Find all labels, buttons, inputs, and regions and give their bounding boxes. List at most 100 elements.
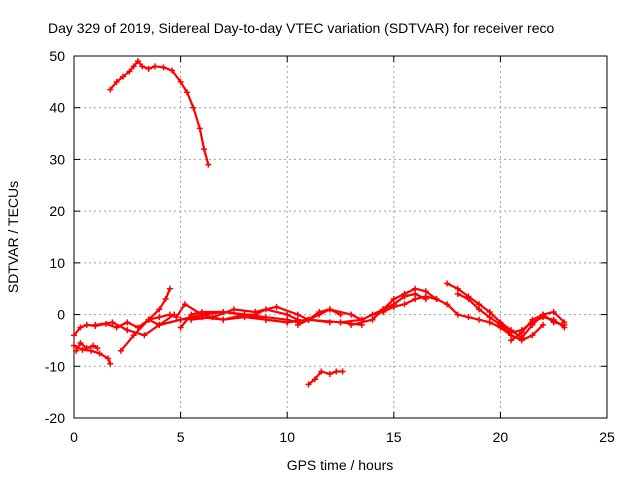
data-point: [156, 321, 163, 328]
y-tick-label: 30: [49, 151, 65, 167]
x-tick-label: 15: [386, 429, 402, 445]
data-point: [333, 368, 340, 375]
data-point: [412, 285, 419, 292]
data-point: [518, 334, 525, 341]
series-arc-13: [307, 370, 344, 386]
grid-lines: [74, 56, 607, 418]
y-tick-label: 20: [49, 203, 65, 219]
data-point: [107, 360, 114, 367]
data-point: [141, 332, 148, 339]
data-point: [390, 296, 397, 303]
data-point: [476, 316, 483, 323]
data-point: [412, 290, 419, 297]
data-point: [92, 321, 99, 328]
data-point: [284, 316, 291, 323]
data-point: [198, 311, 205, 318]
data-point: [550, 308, 557, 315]
data-point: [139, 63, 146, 70]
data-point: [120, 73, 127, 80]
chart-title: Day 329 of 2019, Sidereal Day-to-day VTE…: [48, 20, 554, 36]
data-point: [284, 311, 291, 318]
data-point: [401, 301, 408, 308]
data-point: [73, 347, 80, 354]
data-point: [117, 347, 124, 354]
data-point: [183, 89, 190, 96]
data-point: [380, 308, 387, 315]
data-point: [486, 319, 493, 326]
data-point: [339, 368, 346, 375]
x-tick-label: 20: [493, 429, 509, 445]
data-point: [348, 311, 355, 318]
y-tick-label: 50: [49, 48, 65, 64]
data-point: [326, 371, 333, 378]
data-point: [422, 293, 429, 300]
x-axis-label: GPS time / hours: [287, 457, 394, 473]
axis-ticks: 0 5 10 15 20 25 -20 -10 0 10 20 30 40 50: [45, 48, 615, 445]
data-point: [96, 350, 103, 357]
data-point: [497, 321, 504, 328]
data-point: [337, 319, 344, 326]
data-point: [465, 296, 472, 303]
y-tick-label: 40: [49, 100, 65, 116]
y-tick-label: 10: [49, 255, 65, 271]
data-point: [126, 68, 133, 75]
data-point: [444, 301, 451, 308]
data-point: [220, 316, 227, 323]
data-point: [156, 314, 163, 321]
data-point: [273, 303, 280, 310]
data-point: [230, 306, 237, 313]
data-point: [152, 63, 159, 70]
data-point: [177, 78, 184, 85]
data-point: [241, 311, 248, 318]
x-tick-label: 25: [599, 429, 615, 445]
data-point: [318, 368, 325, 375]
data-point: [109, 319, 116, 326]
data-point: [190, 104, 197, 111]
data-point: [173, 314, 180, 321]
data-point: [145, 65, 152, 72]
data-point: [508, 337, 515, 344]
data-point: [83, 321, 90, 328]
data-point: [540, 311, 547, 318]
data-point: [390, 303, 397, 310]
data-point: [412, 296, 419, 303]
data-point: [71, 332, 77, 339]
data-point: [561, 321, 568, 328]
data-point: [294, 311, 301, 318]
data-point: [169, 67, 176, 74]
data-point: [508, 329, 515, 336]
data-point: [145, 316, 152, 323]
data-point: [177, 316, 184, 323]
data-point: [486, 308, 493, 315]
data-point: [77, 340, 84, 347]
data-point: [476, 301, 483, 308]
data-point: [518, 329, 525, 336]
data-point: [465, 314, 472, 321]
data-point: [252, 308, 259, 315]
data-point: [550, 319, 557, 326]
data-point: [188, 316, 195, 323]
data-point: [369, 311, 376, 318]
x-tick-label: 5: [177, 429, 185, 445]
data-point: [113, 78, 120, 85]
data-point: [134, 58, 141, 65]
y-tick-label: -20: [45, 410, 65, 426]
data-point: [90, 342, 97, 349]
data-point: [177, 324, 184, 331]
y-axis-label: SDTVAR / TECUs: [5, 181, 21, 293]
y-tick-label: 0: [57, 307, 65, 323]
data-point: [337, 311, 344, 318]
series-arc-10: [175, 303, 299, 324]
data-point: [316, 308, 323, 315]
data-point: [529, 332, 536, 339]
data-point: [476, 306, 483, 313]
data-point: [77, 324, 84, 331]
data-point: [107, 86, 114, 93]
data-point: [454, 311, 461, 318]
data-point: [262, 314, 269, 321]
series-arc-5: [119, 287, 171, 352]
x-tick-label: 0: [70, 429, 78, 445]
data-point: [311, 376, 318, 383]
data-point: [83, 345, 90, 352]
y-tick-label: -10: [45, 358, 65, 374]
